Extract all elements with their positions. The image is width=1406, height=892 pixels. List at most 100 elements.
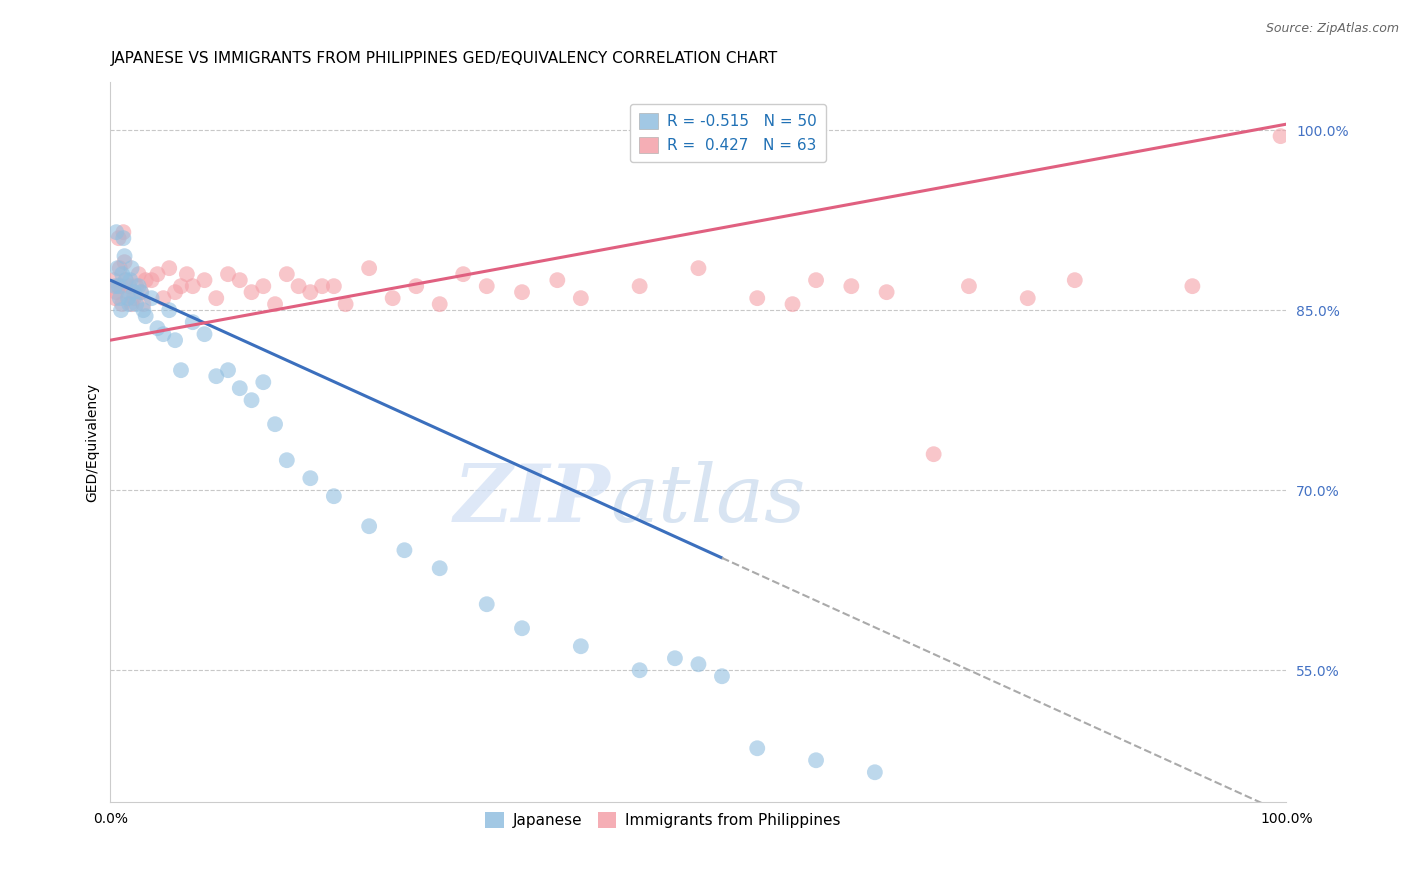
- Point: [110, 303, 132, 318]
- Point: [394, 543, 416, 558]
- Point: [229, 273, 252, 287]
- Point: [117, 285, 139, 300]
- Point: [181, 279, 204, 293]
- Point: [569, 291, 592, 305]
- Point: [839, 279, 862, 293]
- Point: [264, 297, 287, 311]
- Point: [1181, 279, 1204, 293]
- Point: [114, 249, 136, 263]
- Point: [146, 267, 169, 281]
- Point: [276, 267, 298, 281]
- Point: [205, 369, 228, 384]
- Point: [359, 519, 381, 533]
- Point: [152, 327, 174, 342]
- Point: [451, 267, 474, 281]
- Point: [121, 261, 143, 276]
- Point: [118, 297, 141, 311]
- Point: [117, 291, 139, 305]
- Point: [165, 285, 187, 300]
- Point: [240, 285, 263, 300]
- Point: [1017, 291, 1039, 305]
- Point: [205, 291, 228, 305]
- Point: [157, 303, 180, 318]
- Point: [193, 327, 215, 342]
- Point: [429, 297, 451, 311]
- Point: [105, 225, 128, 239]
- Point: [252, 375, 274, 389]
- Point: [165, 333, 187, 347]
- Point: [170, 363, 193, 377]
- Text: atlas: atlas: [610, 461, 806, 539]
- Point: [114, 255, 136, 269]
- Point: [804, 273, 827, 287]
- Point: [152, 291, 174, 305]
- Point: [132, 297, 155, 311]
- Point: [710, 669, 733, 683]
- Text: Source: ZipAtlas.com: Source: ZipAtlas.com: [1265, 22, 1399, 36]
- Point: [863, 765, 886, 780]
- Point: [264, 417, 287, 432]
- Point: [1063, 273, 1085, 287]
- Point: [252, 279, 274, 293]
- Point: [193, 273, 215, 287]
- Point: [128, 267, 150, 281]
- Text: ZIP: ZIP: [453, 461, 610, 539]
- Point: [108, 291, 131, 305]
- Point: [475, 279, 498, 293]
- Point: [107, 279, 129, 293]
- Point: [176, 267, 198, 281]
- Point: [107, 231, 129, 245]
- Point: [111, 297, 134, 311]
- Point: [135, 309, 157, 323]
- Point: [240, 393, 263, 408]
- Point: [510, 285, 533, 300]
- Point: [1270, 129, 1292, 144]
- Point: [121, 297, 143, 311]
- Point: [122, 291, 145, 305]
- Point: [141, 291, 163, 305]
- Point: [876, 285, 898, 300]
- Point: [181, 315, 204, 329]
- Point: [107, 279, 129, 293]
- Point: [118, 279, 141, 293]
- Point: [299, 471, 322, 485]
- Point: [114, 273, 136, 287]
- Point: [217, 363, 239, 377]
- Point: [510, 621, 533, 635]
- Point: [688, 657, 710, 672]
- Point: [217, 267, 239, 281]
- Point: [335, 297, 357, 311]
- Point: [129, 285, 152, 300]
- Point: [311, 279, 333, 293]
- Point: [359, 261, 381, 276]
- Point: [125, 297, 148, 311]
- Point: [112, 231, 135, 245]
- Point: [111, 267, 134, 281]
- Point: [110, 279, 132, 293]
- Point: [688, 261, 710, 276]
- Point: [569, 639, 592, 653]
- Point: [804, 753, 827, 767]
- Point: [108, 261, 131, 276]
- Y-axis label: GED/Equivalency: GED/Equivalency: [86, 383, 100, 501]
- Point: [135, 273, 157, 287]
- Point: [114, 273, 136, 287]
- Text: JAPANESE VS IMMIGRANTS FROM PHILIPPINES GED/EQUIVALENCY CORRELATION CHART: JAPANESE VS IMMIGRANTS FROM PHILIPPINES …: [111, 51, 778, 66]
- Point: [747, 291, 769, 305]
- Point: [922, 447, 945, 461]
- Point: [381, 291, 404, 305]
- Point: [146, 321, 169, 335]
- Point: [276, 453, 298, 467]
- Point: [546, 273, 568, 287]
- Point: [299, 285, 322, 300]
- Point: [287, 279, 309, 293]
- Point: [105, 285, 128, 300]
- Point: [120, 273, 142, 287]
- Point: [104, 279, 127, 293]
- Point: [782, 297, 804, 311]
- Point: [132, 303, 155, 318]
- Legend: Japanese, Immigrants from Philippines: Japanese, Immigrants from Philippines: [479, 806, 846, 834]
- Point: [141, 273, 163, 287]
- Point: [628, 663, 651, 677]
- Point: [429, 561, 451, 575]
